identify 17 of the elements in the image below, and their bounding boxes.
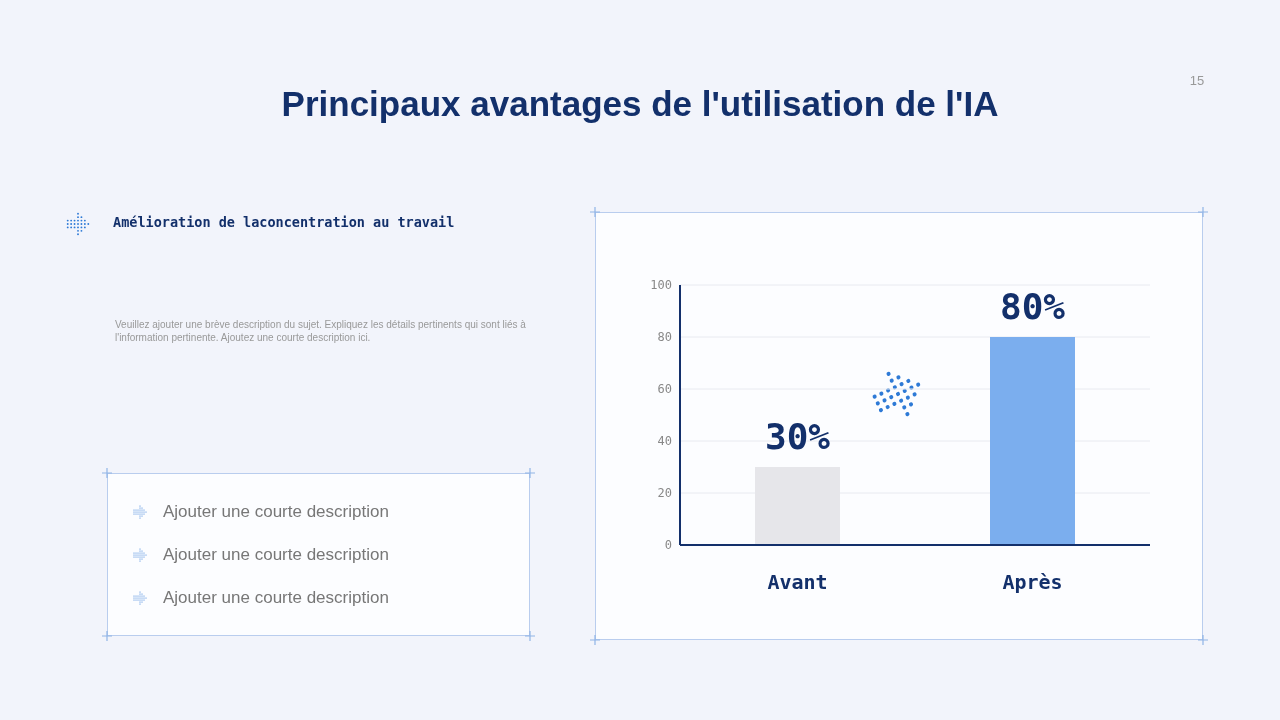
text: Veuillez ajouter une brève description du sujet. Expliquez les détails pertinents qui sont liés à l'information pertinente. Ajoutez une courte description ici. xyxy=(115,318,527,344)
y-tick-label: 0 xyxy=(664,538,672,553)
x-tick-label: Après xyxy=(1002,570,1063,595)
y-tick-label: 80 xyxy=(657,330,672,345)
text: Ajouter une courte description xyxy=(163,502,389,522)
chart-title: Principaux avantages de l'utilisation de l'IA xyxy=(281,84,999,123)
y-tick-label: 60 xyxy=(657,382,672,397)
x-tick-label: Avant xyxy=(767,570,828,595)
text: 15 xyxy=(1188,73,1206,88)
y-tick-label: 100 xyxy=(650,278,672,293)
y-tick-label: 20 xyxy=(657,486,672,501)
y-tick-label: 40 xyxy=(657,434,672,449)
text: Ajouter une courte description xyxy=(163,588,389,608)
data-label: 80% xyxy=(999,286,1066,327)
text: Ajouter une courte description xyxy=(163,545,389,565)
text: Amélioration de laconcentration au travail xyxy=(113,214,455,230)
data-label: 30% xyxy=(764,416,831,457)
